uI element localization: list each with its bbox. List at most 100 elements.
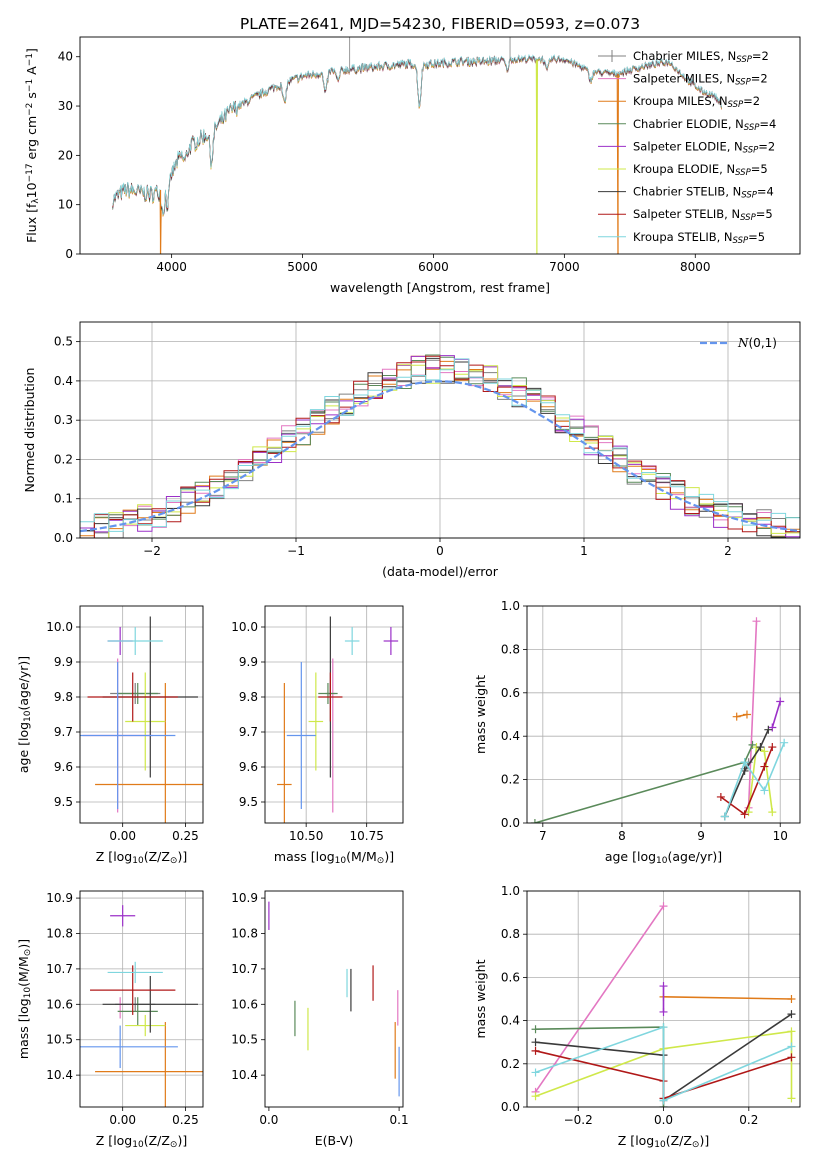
y-tick-label: 0.0 bbox=[501, 1100, 520, 1114]
chart-age_vs_Z: 0.00 0.25 9.5 9.6 9.7 9.8 9.9 10.0 Z [log10(Z/Z⊙… bbox=[16, 605, 204, 866]
legend-label: Salpeter STELIB, NSSP=5 bbox=[633, 207, 773, 223]
y-tick-label: 9.8 bbox=[239, 690, 258, 704]
weight-point bbox=[530, 819, 539, 823]
y-tick-label: 20 bbox=[58, 148, 73, 162]
axes-frame bbox=[264, 890, 404, 1108]
x-tick-label: 10.75 bbox=[350, 829, 384, 843]
chart-residuals: −2 −1 0 1 2 0.0 0.1 0.2 0.3 0.4 0.5 (data-model)/er… bbox=[22, 321, 801, 579]
y-tick-label: 0.8 bbox=[501, 927, 520, 941]
y-tick-label: 10.5 bbox=[46, 1033, 73, 1047]
weight-point bbox=[760, 747, 769, 756]
y-tick-label: 0.5 bbox=[54, 335, 73, 349]
y-axis-label: Normed distribution bbox=[22, 368, 37, 493]
y-tick-label: 10 bbox=[58, 198, 73, 212]
x-tick-label: 0.0 bbox=[259, 1113, 278, 1127]
x-tick-label: 1 bbox=[580, 544, 588, 558]
spectrum-line bbox=[112, 55, 722, 254]
weight-point bbox=[760, 762, 769, 771]
y-tick-label: 9.8 bbox=[54, 690, 73, 704]
y-tick-label: 9.9 bbox=[239, 655, 258, 669]
weight-series-line bbox=[534, 744, 754, 823]
weight-point bbox=[787, 1094, 796, 1103]
legend-label: N(0,1) bbox=[737, 336, 777, 350]
y-tick-label: 10.7 bbox=[231, 962, 258, 976]
legend-label: Kroupa ELODIE, NSSP=5 bbox=[633, 162, 768, 178]
y-tick-label: 0.0 bbox=[54, 531, 73, 545]
weight-series-line bbox=[535, 1025, 792, 1102]
x-tick-label: −0.2 bbox=[564, 1113, 593, 1127]
weight-point bbox=[787, 1027, 796, 1036]
x-axis-label: wavelength [Angstrom, rest frame] bbox=[330, 280, 550, 295]
axes-frame bbox=[79, 36, 801, 255]
y-tick-label: 10.6 bbox=[46, 997, 73, 1011]
spectrum-line bbox=[112, 53, 722, 215]
weight-series-line bbox=[720, 746, 774, 816]
x-axis-label: Z [log10(Z/Z⊙)] bbox=[96, 1133, 187, 1150]
y-tick-label: 1.0 bbox=[501, 884, 520, 898]
x-axis-label: (data-model)/error bbox=[382, 564, 499, 579]
y-tick-label: 9.5 bbox=[54, 795, 73, 809]
y-tick-label: 10.0 bbox=[46, 620, 73, 634]
weight-point bbox=[787, 995, 796, 1003]
x-axis-label: Z [log10(Z/Z⊙)] bbox=[96, 849, 187, 866]
x-tick-label: −1 bbox=[287, 544, 305, 558]
y-tick-label: 0.0 bbox=[501, 816, 520, 830]
y-tick-label: 0 bbox=[65, 247, 73, 261]
y-axis-label: mass [log10(M/M⊙)] bbox=[16, 939, 33, 1059]
weight-point bbox=[659, 1096, 668, 1105]
x-tick-label: 8 bbox=[618, 829, 626, 843]
axes-frame bbox=[526, 890, 801, 1108]
y-tick-label: 0.3 bbox=[54, 413, 73, 427]
weight-point bbox=[787, 1010, 796, 1019]
weight-point bbox=[768, 723, 777, 732]
weight-point bbox=[531, 1046, 540, 1055]
weight-series-line bbox=[724, 729, 770, 817]
weight-point bbox=[742, 710, 751, 719]
weight-point bbox=[531, 1038, 540, 1047]
y-tick-label: 9.6 bbox=[239, 760, 258, 774]
y-tick-label: 10.7 bbox=[46, 962, 73, 976]
y-tick-label: 9.7 bbox=[54, 725, 73, 739]
y-tick-label: 9.6 bbox=[54, 760, 73, 774]
weight-point bbox=[760, 786, 769, 795]
x-tick-label: 0.00 bbox=[109, 829, 136, 843]
x-tick-label: 8000 bbox=[680, 260, 711, 274]
chart-mass_vs_Z: 0.00 0.25 10.4 10.5 10.6 10.7 10.8 10.9 Z [log10… bbox=[16, 890, 204, 1150]
y-axis-label: Flux [fλ10−17 erg cm−2 s−1 A−1] bbox=[24, 48, 41, 243]
x-tick-label: 0 bbox=[436, 544, 444, 558]
y-tick-label: 9.5 bbox=[239, 795, 258, 809]
weight-point bbox=[768, 808, 777, 817]
y-tick-label: 0.1 bbox=[54, 492, 73, 506]
weight-point bbox=[787, 1042, 796, 1051]
y-axis-label: mass weight bbox=[473, 959, 488, 1038]
y-tick-label: 0.4 bbox=[501, 729, 520, 743]
y-tick-label: 0.4 bbox=[54, 374, 73, 388]
histogram-series bbox=[80, 355, 800, 538]
weight-point bbox=[780, 738, 789, 747]
legend-label: Chabrier STELIB, NSSP=4 bbox=[633, 185, 774, 201]
axes-frame bbox=[526, 605, 801, 824]
x-tick-label: 0.0 bbox=[654, 1113, 673, 1127]
x-tick-label: 7000 bbox=[549, 260, 580, 274]
weight-point bbox=[531, 1068, 540, 1077]
chart-weight_vs_age: 7 8 9 10 0.0 0.2 0.4 0.6 0.8 1.0 age [log10(age/yr… bbox=[473, 599, 801, 866]
weight-series-line bbox=[747, 621, 758, 808]
y-tick-label: 10.9 bbox=[231, 891, 258, 905]
weight-point bbox=[732, 712, 741, 721]
y-tick-label: 0.2 bbox=[501, 1057, 520, 1071]
x-tick-label: −2 bbox=[143, 544, 161, 558]
legend-label: Salpeter MILES, NSSP=2 bbox=[633, 72, 768, 88]
legend-label: Kroupa MILES, NSSP=2 bbox=[633, 94, 760, 110]
legend-label: Salpeter ELODIE, NSSP=2 bbox=[633, 139, 775, 155]
weight-series-line bbox=[534, 905, 665, 1093]
legend-label: Chabrier MILES, NSSP=2 bbox=[633, 49, 769, 65]
x-tick-label: 0.2 bbox=[739, 1113, 758, 1127]
y-tick-label: 9.7 bbox=[239, 725, 258, 739]
y-tick-label: 0.2 bbox=[501, 773, 520, 787]
x-tick-label: 0.25 bbox=[172, 829, 199, 843]
y-tick-label: 10.4 bbox=[46, 1068, 73, 1082]
weight-point bbox=[659, 982, 668, 991]
weight-point bbox=[764, 725, 773, 734]
weight-series-line bbox=[535, 1030, 793, 1099]
